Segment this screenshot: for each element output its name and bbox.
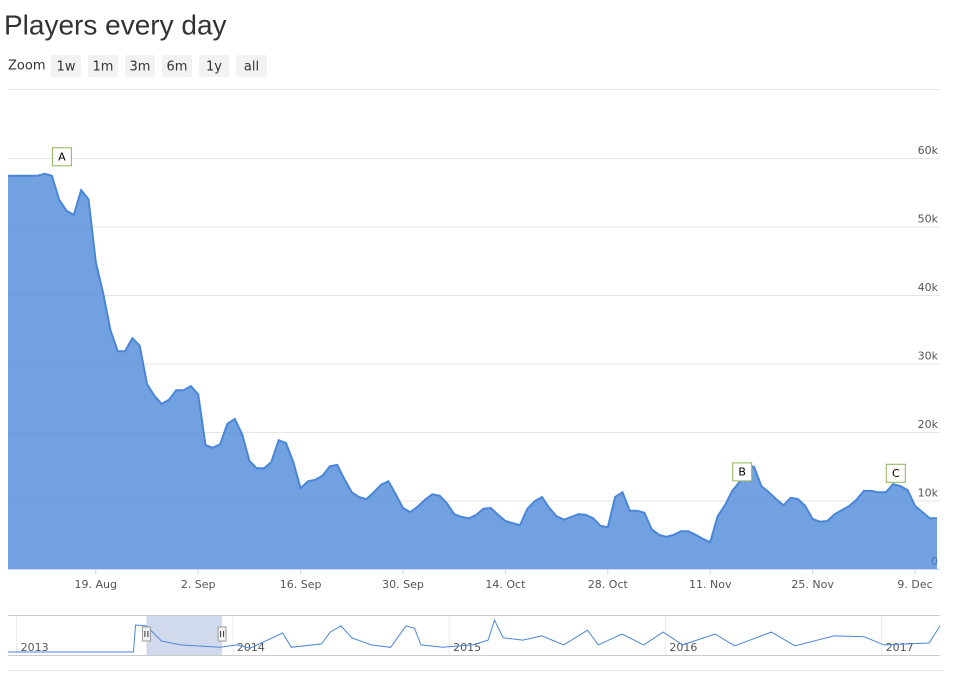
x-tick-label: 25. Nov xyxy=(791,578,834,591)
flag-label: B xyxy=(738,465,746,478)
zoom-button[interactable] xyxy=(162,55,192,77)
zoom-button[interactable] xyxy=(51,55,81,77)
navigator-tick-label: 2016 xyxy=(669,641,697,654)
y-tick-label: 60k xyxy=(918,144,939,157)
zoom-label: Zoom xyxy=(8,59,45,74)
x-tick-label: 28. Oct xyxy=(588,578,629,591)
flag xyxy=(885,463,906,483)
navigator-line xyxy=(8,618,941,653)
x-tick-label: 9. Dec xyxy=(897,578,932,591)
y-tick-label: 20k xyxy=(918,418,939,431)
navigator-handle[interactable] xyxy=(141,626,151,642)
zoom-button-label[interactable]: all xyxy=(244,60,259,75)
x-tick-label: 30. Sep xyxy=(382,578,424,591)
zoom-button[interactable] xyxy=(236,55,267,77)
y-tick-label: 50k xyxy=(918,213,939,226)
zoom-button-label[interactable]: 1y xyxy=(206,60,222,75)
navigator-tick-label: 2013 xyxy=(21,641,49,654)
navigator-tick-label: 2015 xyxy=(453,641,481,654)
flag xyxy=(51,147,72,167)
zoom-button[interactable] xyxy=(199,55,229,77)
zoom-button[interactable] xyxy=(88,55,118,77)
zoom-button-label[interactable]: 1w xyxy=(57,60,76,75)
x-tick-label: 2. Sep xyxy=(181,578,216,591)
zoom-button-label[interactable]: 1m xyxy=(93,60,114,75)
navigator-bg xyxy=(8,615,940,655)
navigator-mask xyxy=(146,615,223,655)
flag xyxy=(732,462,753,482)
flag-label: C xyxy=(892,467,900,480)
x-tick-label: 19. Aug xyxy=(75,578,117,591)
zoom-button-label[interactable]: 3m xyxy=(130,60,151,75)
y-tick-label: 10k xyxy=(918,487,939,500)
y-tick-label: 30k xyxy=(918,350,939,363)
flag-label: A xyxy=(58,150,66,163)
zoom-button[interactable] xyxy=(125,55,155,77)
y-tick-label: 40k xyxy=(918,281,939,294)
chart-title: Players every day xyxy=(4,9,227,40)
x-tick-label: 14. Oct xyxy=(485,578,526,591)
zoom-button-label[interactable]: 6m xyxy=(167,60,188,75)
area-line xyxy=(8,172,937,544)
navigator-tick-label: 2017 xyxy=(886,641,914,654)
area-fill xyxy=(8,173,937,570)
x-tick-label: 11. Nov xyxy=(689,578,732,591)
x-tick-label: 16. Sep xyxy=(280,578,322,591)
navigator-handle[interactable] xyxy=(217,626,227,642)
